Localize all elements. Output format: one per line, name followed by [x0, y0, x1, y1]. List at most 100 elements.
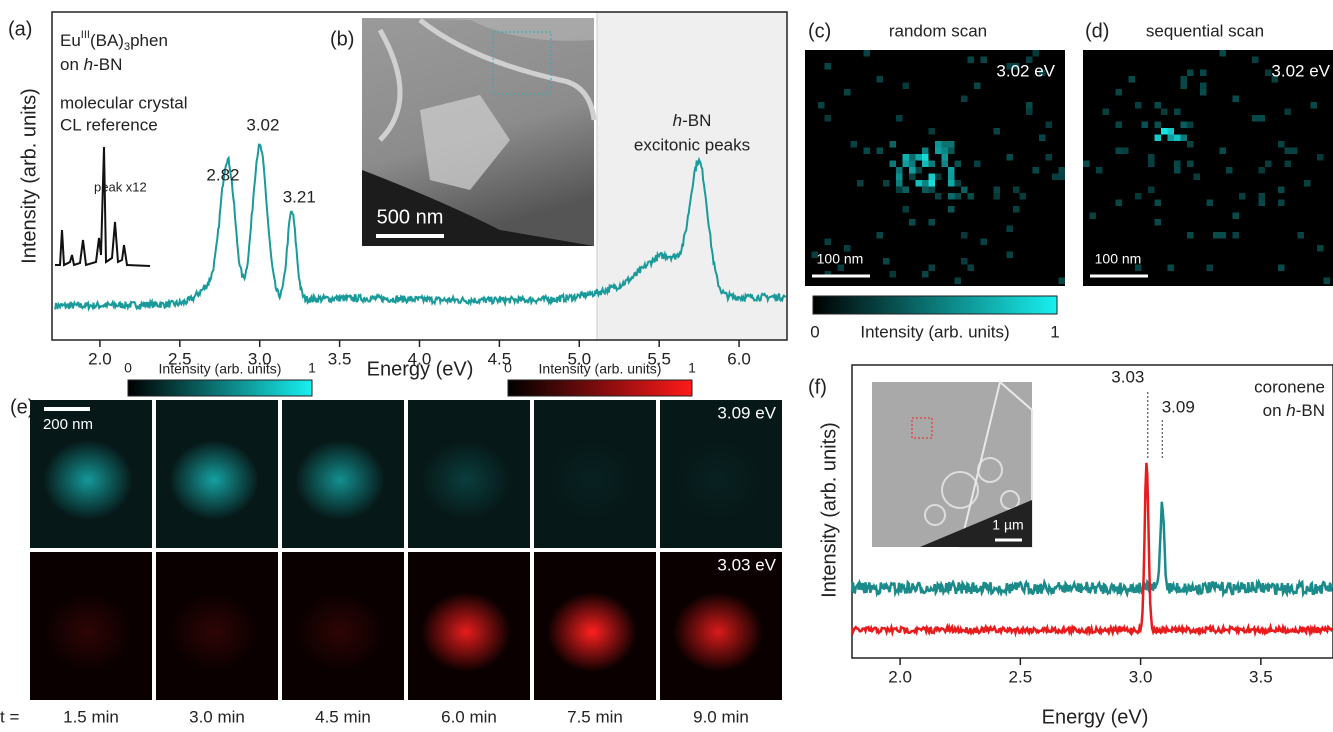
suffix: -BN [682, 111, 711, 130]
pixel [1285, 109, 1292, 116]
x-tick-label: 2.5 [168, 349, 192, 368]
scale-label: 1 µm [992, 517, 1023, 533]
pixel [896, 167, 903, 174]
time-series: 1.5 min3.0 min4.5 min6.0 min7.5 min9.0 m… [30, 400, 782, 726]
pixel [935, 193, 942, 200]
pixel [1013, 206, 1020, 213]
pixel [1052, 174, 1059, 181]
pixel [948, 167, 955, 174]
pixel [968, 193, 975, 200]
pixel [1187, 122, 1194, 129]
pixel [1187, 141, 1194, 148]
pixel [825, 115, 832, 122]
x-axis-label: Energy (eV) [1042, 706, 1149, 728]
pixel [916, 180, 923, 187]
pixel [922, 148, 929, 155]
pixel [948, 148, 955, 155]
pixel [1187, 232, 1194, 239]
pixel [1213, 232, 1220, 239]
x-tick-label: 4.0 [408, 349, 432, 368]
scale-label: 500 nm [377, 206, 444, 228]
pixel [929, 187, 936, 194]
colorbar-label: Intensity (arb. units) [539, 361, 662, 377]
pixel [916, 167, 923, 174]
pixel [1304, 180, 1311, 187]
pixel [929, 161, 936, 168]
pixel [1135, 102, 1142, 109]
pixel [1155, 219, 1162, 226]
pixel [955, 193, 962, 200]
pixel [948, 193, 955, 200]
pixel [909, 167, 916, 174]
pixel [877, 148, 884, 155]
pixel [1116, 200, 1123, 207]
pixel [883, 258, 890, 265]
pixel [1155, 122, 1162, 129]
pixel [1233, 232, 1240, 239]
pixel [909, 161, 916, 168]
x-tick-label: 2.0 [88, 349, 112, 368]
pixel [818, 102, 825, 109]
pixel [1298, 232, 1305, 239]
pixel [1033, 167, 1040, 174]
peak-label: 3.03 [1111, 367, 1144, 386]
pixel [1046, 122, 1053, 129]
suffix: -BN [1296, 401, 1325, 420]
sample-name: EuIII(BA)3phen [60, 29, 168, 53]
pixel [935, 174, 942, 181]
pixel [1059, 174, 1066, 181]
hbn-caption: excitonic peaks [634, 135, 750, 154]
scale-label: 200 nm [43, 416, 93, 433]
x-tick-label: 3.5 [1249, 667, 1273, 686]
x-tick-label: 3.0 [248, 349, 272, 368]
x-tick-label: 2.0 [888, 667, 912, 686]
pixel [922, 187, 929, 194]
pixel [922, 161, 929, 168]
energy-label: 3.02 eV [996, 61, 1055, 80]
pixel [1116, 122, 1123, 129]
pixel [903, 206, 910, 213]
element: Eu [60, 31, 81, 50]
x-tick-label: 5.5 [647, 349, 671, 368]
pixel [942, 154, 949, 161]
colorbar [508, 380, 692, 396]
pixel [1155, 102, 1162, 109]
pixel [1200, 83, 1207, 90]
pixel [948, 141, 955, 148]
pixel [1116, 89, 1123, 96]
colorbar-tick: 0 [124, 360, 132, 376]
pixel [981, 57, 988, 64]
energy-label: 3.09 eV [717, 403, 776, 422]
pixel [864, 148, 871, 155]
glow [421, 440, 511, 520]
glow [673, 440, 763, 520]
pixel [1278, 200, 1285, 207]
pixel [929, 265, 936, 272]
reference-line: molecular crystal [60, 93, 188, 112]
pixel [1155, 200, 1162, 207]
x-tick-label: 5.0 [567, 349, 591, 368]
pixel [1187, 70, 1194, 77]
glow [547, 440, 637, 520]
colorbar [813, 296, 1057, 314]
pixel [929, 180, 936, 187]
pixel [974, 161, 981, 168]
pixel [1324, 278, 1331, 285]
time-label: 4.5 min [315, 707, 371, 726]
pixel [1181, 76, 1188, 83]
x-tick-label: 6.0 [727, 349, 751, 368]
peak-label: 3.21 [283, 187, 316, 206]
x-tick-label: 3.0 [1129, 667, 1153, 686]
time-label: 3.0 min [189, 707, 245, 726]
pixel [1207, 265, 1214, 272]
pixel [825, 239, 832, 246]
pixel [1291, 148, 1298, 155]
glow [43, 440, 133, 520]
pixel [955, 180, 962, 187]
pixel [1285, 161, 1292, 168]
pixel [942, 161, 949, 168]
pixel [929, 174, 936, 181]
pixel [844, 89, 851, 96]
pixel [851, 141, 858, 148]
pixel [1174, 135, 1181, 142]
